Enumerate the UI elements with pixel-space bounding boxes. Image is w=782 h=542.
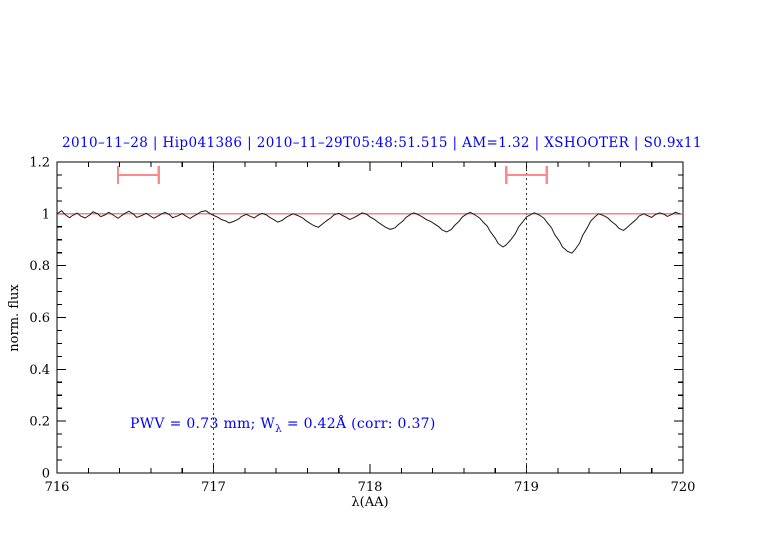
x-tick-label: 719 xyxy=(514,480,539,495)
observed-spectrum-line xyxy=(56,210,681,254)
vertical-reference-lines xyxy=(212,163,528,472)
y-tick-label: 0.4 xyxy=(29,363,50,378)
x-axis-label: λ(AA) xyxy=(351,495,388,510)
error-bar-right xyxy=(505,165,548,184)
x-tick-label: 718 xyxy=(358,480,383,495)
y-axis-tick-labels: 0 0.2 0.4 0.6 0.8 1 1.2 xyxy=(29,156,50,482)
plot-header-title: 2010–11–28 | Hip041386 | 2010–11–29T05:4… xyxy=(62,135,702,151)
x-tick-label: 717 xyxy=(201,480,226,495)
y-tick-label: 0.6 xyxy=(29,311,50,326)
x-axis-tick-labels: 716 717 718 719 720 xyxy=(45,480,696,495)
pwv-annotation-text: PWV = 0.73 mm; Wλ = 0.42Å (corr: 0.37) xyxy=(130,414,436,435)
y-tick-label: 1 xyxy=(42,207,50,222)
y-tick-label: 1.2 xyxy=(29,156,50,171)
y-axis-label: norm. flux xyxy=(7,284,22,352)
y-tick-label: 0 xyxy=(42,467,50,482)
x-tick-label: 720 xyxy=(671,480,696,495)
x-tick-label: 716 xyxy=(45,480,70,495)
y-tick-label: 0.8 xyxy=(29,259,50,274)
error-bar-markers xyxy=(116,165,548,184)
y-tick-label: 0.2 xyxy=(29,415,50,430)
error-bar-left xyxy=(116,165,160,184)
